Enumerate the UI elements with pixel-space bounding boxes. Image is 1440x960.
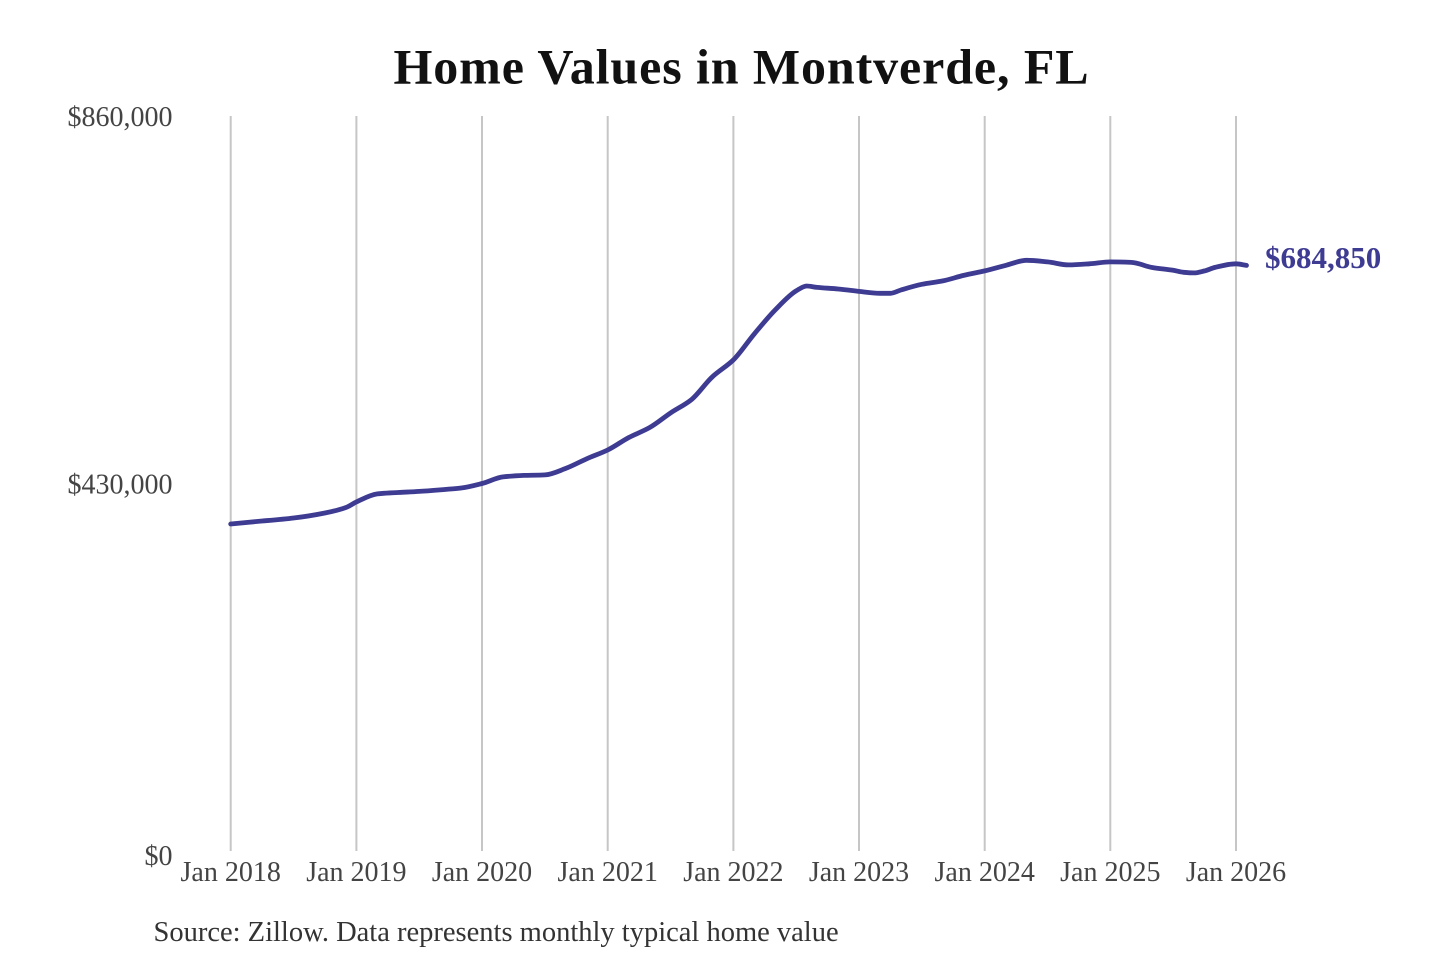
- svg-text:Jan 2023: Jan 2023: [809, 857, 909, 888]
- svg-text:Jan 2018: Jan 2018: [181, 857, 281, 888]
- svg-text:$0: $0: [145, 841, 173, 872]
- svg-text:$684,850: $684,850: [1265, 240, 1381, 275]
- svg-text:$430,000: $430,000: [68, 470, 173, 501]
- svg-text:Jan 2025: Jan 2025: [1060, 857, 1160, 888]
- svg-text:Jan 2019: Jan 2019: [306, 857, 406, 888]
- svg-text:$860,000: $860,000: [68, 102, 173, 133]
- svg-text:Jan 2022: Jan 2022: [683, 857, 783, 888]
- svg-text:Jan 2024: Jan 2024: [935, 857, 1035, 888]
- svg-text:Jan 2026: Jan 2026: [1186, 857, 1286, 888]
- svg-text:Jan 2020: Jan 2020: [432, 857, 532, 888]
- svg-text:Jan 2021: Jan 2021: [558, 857, 658, 888]
- svg-text:Home Values in Montverde, FL: Home Values in Montverde, FL: [393, 39, 1089, 95]
- svg-text:Source: Zillow. Data represent: Source: Zillow. Data represents monthly …: [154, 917, 839, 948]
